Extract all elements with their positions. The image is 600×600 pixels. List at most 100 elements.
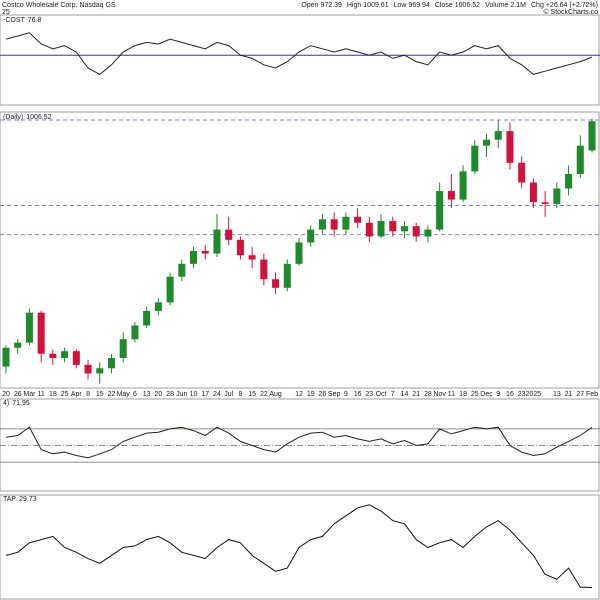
candle-body [72,351,80,365]
candle-body [307,229,315,243]
candle-body [131,325,139,340]
candle-body [447,191,455,200]
x-tick-label: Aug [269,391,282,398]
series-name: -COST [3,17,26,24]
stat-value: 969.94 [408,2,430,9]
x-tick-label: Nov [433,391,446,398]
candle-body [471,145,479,172]
stat-value: 2.1M [510,2,526,9]
x-tick-label: 8 [238,391,242,398]
panel-label: (Daily) 1006.52 [3,114,52,121]
panel-label: -COST 76.8 [3,17,42,24]
candle-body [295,242,303,264]
x-tick-label: 17 [201,391,209,398]
x-tick-label: 27 [576,391,584,398]
candle-body [178,263,186,277]
header-left: Costco Wholesale Corp. Nasdaq GS [2,2,116,9]
x-tick-label: 15 [248,391,256,398]
x-tick-label: Jun [176,391,187,398]
x-tick-label: 22 [108,391,116,398]
x-tick-label: 9 [344,391,348,398]
x-tick-label: 14 [401,391,409,398]
candle-body [424,229,432,237]
stat-label: Volume [485,2,508,9]
x-tick-label: 13 [143,391,151,398]
x-tick-label: 8 [86,391,90,398]
panel-label: 4) 71.95 [3,400,30,407]
candle-body [553,188,561,204]
candle-body [436,191,444,230]
candle-body [483,139,491,146]
candle-body [248,255,256,260]
stat-label: Low [394,2,408,9]
x-tick-label: 2025 [526,391,542,398]
candle-body [377,221,385,237]
candle-body [2,347,10,367]
candle-body [107,358,115,369]
indicator-line [5,426,593,459]
candle-body [236,239,244,256]
x-tick-label: May [117,391,131,398]
x-tick-label: 28 [424,391,432,398]
x-tick-label: 19 [307,391,315,398]
panel-frame [0,494,600,600]
stat-label: Close [435,2,453,9]
panel-frame [0,111,600,389]
candle-body [225,229,233,240]
candle-body [318,219,326,230]
candle-body [588,121,596,151]
candle-body [119,339,127,359]
x-tick-label: 10 [190,391,198,398]
stat-value: 1006.52 [455,2,480,9]
x-tick-label: 18 [49,391,57,398]
indicator-line [5,32,593,75]
x-tick-label: 18 [459,391,467,398]
series-name: (Daily) [3,114,23,121]
x-tick-label: Dec [480,391,493,398]
x-tick-label: Oct [376,391,387,398]
series-name: TAP [3,496,16,503]
x-tick-label: 24 [213,391,221,398]
candle-body [400,226,408,232]
x-tick-label: 6 [133,391,137,398]
stat-value: +26.64 (+2.72%) [546,2,598,9]
x-tick-label: Mar [23,391,36,398]
last-value: 29.73 [19,496,37,503]
x-tick-label: Sep [328,391,341,398]
candle-body [213,229,221,254]
candle-body [190,251,198,264]
candle-body [61,351,69,359]
last-value: 71.95 [12,400,30,407]
candle-body [494,131,502,140]
x-tick-label: 7 [391,391,395,398]
candle-body [96,368,104,374]
x-tick-label: 16 [506,391,514,398]
candle-body [283,263,291,288]
x-tick-label: 20 [154,391,162,398]
panel-label: TAP 29.73 [3,496,37,503]
x-tick-label: Apr [71,391,83,398]
candle-body [565,173,573,189]
x-tick-label: 11 [448,391,455,398]
stat-label: Open [301,2,318,9]
candle-body [25,312,33,343]
candle-body [576,145,584,174]
candle-body [201,251,209,254]
indicator-line [5,504,593,588]
x-tick-label: 28 [166,391,174,398]
candle-body [49,353,57,359]
header-date: 25 [2,9,10,16]
exchange: Nasdaq GS [79,2,116,9]
candle-body [459,171,467,200]
x-tick-label: 26 [319,391,327,398]
x-tick-label: 15 [96,391,104,398]
x-tick-label: 9 [496,391,500,398]
candle-body [529,182,537,203]
last-value: 1006.52 [26,114,51,121]
candle-body [260,259,268,280]
candle-body [518,162,526,183]
x-tick-label: 11 [38,391,45,398]
header-stats: Open 972.39 High 1009.61 Low 969.94 Close 1006.… [301,2,598,9]
stat-value: 972.39 [320,2,342,9]
candle-body [342,216,350,230]
